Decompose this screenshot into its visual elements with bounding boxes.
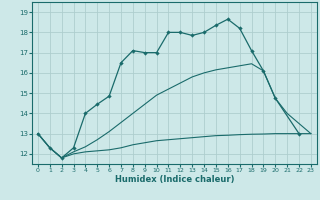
X-axis label: Humidex (Indice chaleur): Humidex (Indice chaleur) xyxy=(115,175,234,184)
